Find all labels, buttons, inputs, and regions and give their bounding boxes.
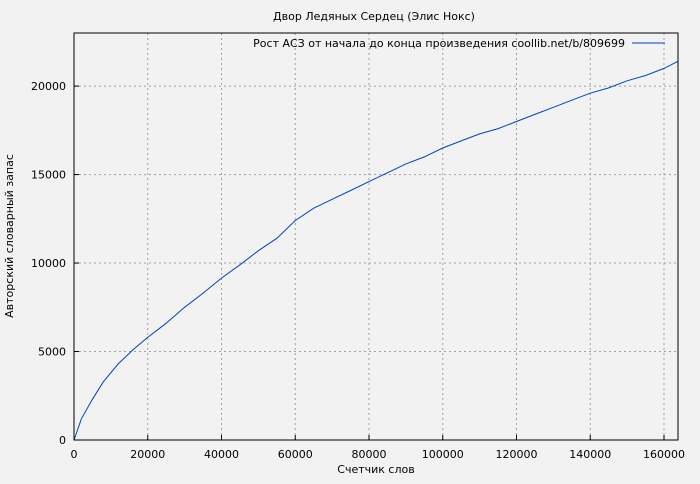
chart-title: Двор Ледяных Сердец (Элис Нокс) (273, 10, 475, 23)
y-tick-label: 15000 (31, 169, 66, 182)
x-tick-label: 0 (71, 448, 78, 461)
x-tick-label: 80000 (351, 448, 386, 461)
x-axis-label: Счетчик слов (337, 463, 414, 476)
ticks: 0 20000 40000 60000 80000 100000 120000 140000 1… (31, 80, 685, 461)
plot-frame (73, 32, 679, 441)
legend-label: Рост АСЗ от начала до конца произведения… (253, 37, 625, 50)
x-tick-label: 20000 (130, 448, 165, 461)
y-tick-label: 0 (59, 434, 66, 447)
y-axis-label: Авторский словарный запас (3, 154, 16, 318)
x-tick-label: 60000 (278, 448, 313, 461)
x-tick-label: 120000 (495, 448, 537, 461)
x-tick-label: 100000 (422, 448, 464, 461)
x-tick-label: 140000 (569, 448, 611, 461)
grid (74, 33, 678, 440)
series-line (73, 60, 679, 441)
y-tick-label: 5000 (38, 346, 66, 359)
y-tick-label: 10000 (31, 257, 66, 270)
x-tick-label: 40000 (204, 448, 239, 461)
legend: Рост АСЗ от начала до конца произведения… (253, 37, 665, 50)
x-tick-label: 160000 (643, 448, 685, 461)
y-tick-label: 20000 (31, 80, 66, 93)
